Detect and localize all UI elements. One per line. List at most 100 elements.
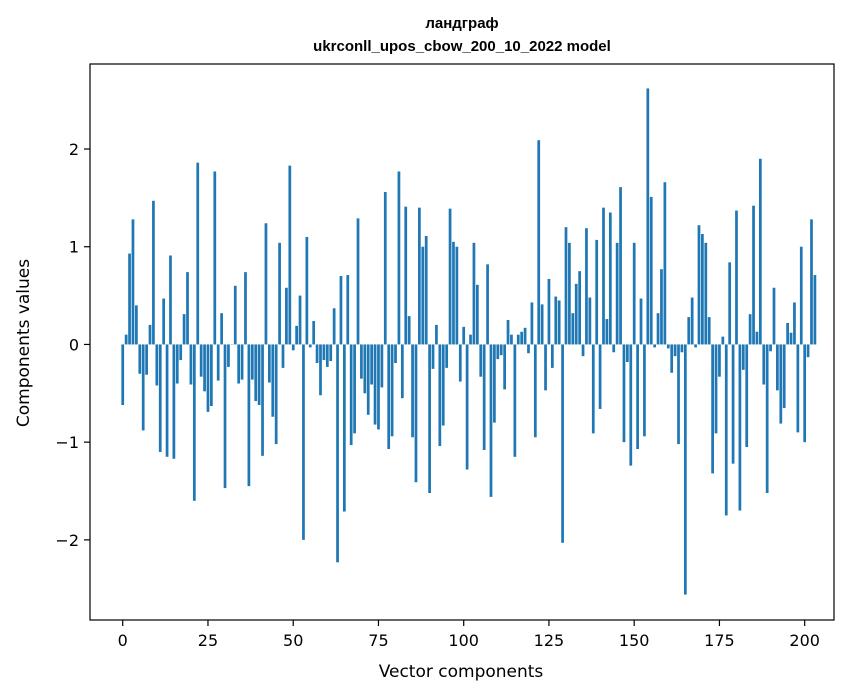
bar-107 (486, 264, 489, 345)
bar-35 (240, 344, 244, 380)
bar-108 (489, 344, 493, 497)
y-tick-label: −2 (55, 531, 79, 550)
bar-69 (356, 218, 360, 345)
bar-114 (510, 334, 513, 345)
bar-62 (332, 308, 336, 345)
bar-124 (544, 344, 547, 391)
bar-63 (336, 344, 339, 563)
bar-82 (400, 344, 404, 399)
bar-175 (718, 344, 721, 377)
bar-155 (649, 196, 653, 345)
bar-130 (564, 227, 568, 345)
bar-46 (278, 242, 281, 345)
bar-117 (520, 331, 524, 345)
bar-75 (377, 344, 380, 430)
bar-19 (186, 272, 189, 345)
bar-148 (626, 344, 629, 363)
bar-167 (690, 297, 694, 345)
x-tick-label: 50 (283, 631, 303, 650)
bar-67 (349, 344, 353, 446)
bar-80 (394, 344, 397, 364)
bar-24 (203, 344, 206, 392)
bar-17 (179, 344, 183, 361)
bar-159 (663, 182, 667, 345)
bar-84 (407, 316, 411, 345)
x-tick-label: 200 (789, 631, 820, 650)
bar-160 (666, 344, 670, 349)
bar-25 (206, 344, 210, 412)
bar-113 (506, 320, 510, 345)
bar-5 (138, 344, 142, 374)
bar-126 (550, 344, 554, 368)
bar-47 (281, 344, 285, 368)
bar-27 (213, 171, 217, 345)
bar-182 (741, 344, 745, 370)
bar-115 (513, 344, 517, 457)
bar-125 (547, 278, 551, 345)
bar-105 (479, 344, 483, 377)
bar-26 (210, 344, 213, 406)
bar-87 (418, 207, 421, 345)
x-tick-label: 175 (704, 631, 735, 650)
bar-152 (639, 298, 643, 345)
bar-198 (796, 344, 800, 433)
bar-144 (612, 344, 616, 353)
y-tick-label: 0 (69, 335, 79, 354)
bar-53 (302, 344, 305, 540)
bar-133 (574, 283, 578, 345)
bar-2 (128, 253, 131, 345)
bar-137 (588, 297, 592, 345)
bar-70 (360, 344, 363, 379)
bar-141 (602, 207, 605, 345)
bar-43 (267, 344, 271, 383)
bar-116 (516, 334, 520, 345)
bar-34 (237, 344, 241, 384)
plot-frame (89, 63, 835, 621)
bar-94 (441, 344, 445, 426)
bar-140 (598, 344, 602, 409)
bar-178 (728, 262, 732, 345)
bar-76 (380, 344, 384, 388)
bar-143 (608, 212, 612, 345)
bar-139 (595, 239, 599, 345)
bar-66 (346, 275, 350, 345)
bar-147 (622, 344, 626, 443)
bar-109 (493, 344, 496, 423)
bar-122 (537, 140, 541, 345)
bar-104 (475, 284, 479, 345)
bar-127 (554, 296, 558, 345)
bar-78 (387, 344, 391, 449)
bar-177 (724, 344, 728, 516)
bar-149 (629, 344, 633, 466)
bar-169 (697, 225, 701, 345)
bar-190 (769, 344, 772, 352)
bar-28 (216, 344, 220, 381)
bar-73 (370, 344, 374, 385)
bar-74 (373, 344, 377, 425)
bar-91 (431, 344, 435, 369)
bar-161 (670, 344, 674, 373)
bar-3 (131, 219, 135, 345)
x-tick-label: 150 (619, 631, 650, 650)
x-tick-label: 100 (448, 631, 479, 650)
bar-123 (540, 304, 544, 345)
bar-185 (752, 205, 755, 345)
bar-103 (472, 242, 476, 345)
bar-200 (803, 344, 807, 443)
bar-13 (165, 344, 169, 457)
bar-7 (145, 344, 148, 375)
bar-93 (438, 344, 442, 447)
y-tick-label: 1 (69, 238, 79, 257)
bar-99 (458, 344, 462, 382)
bar-183 (745, 344, 749, 448)
bar-42 (264, 223, 268, 345)
bar-131 (568, 242, 571, 345)
bar-52 (298, 295, 302, 345)
bar-181 (738, 344, 742, 511)
bar-1 (124, 334, 128, 345)
bar-119 (527, 344, 530, 354)
bar-92 (435, 324, 438, 345)
bar-188 (762, 344, 766, 385)
bar-197 (793, 302, 796, 345)
